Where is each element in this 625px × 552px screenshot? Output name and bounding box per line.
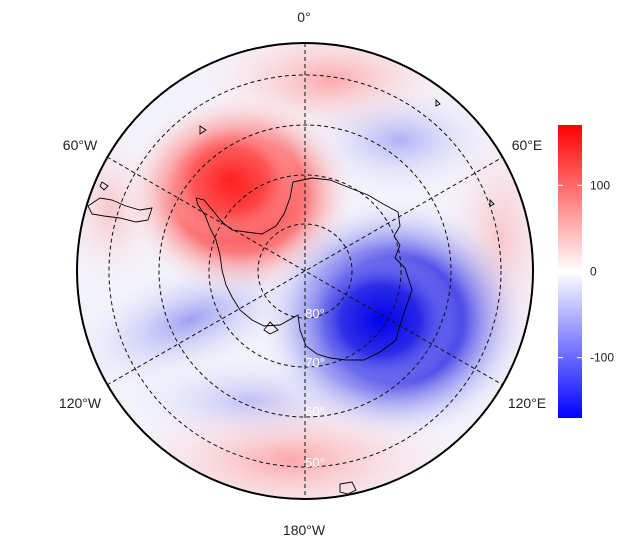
lon-label-60e: 60°E	[512, 137, 543, 153]
graticule	[106, 43, 504, 499]
lon-label-60w: 60°W	[63, 137, 98, 153]
lon-label-120e: 120°E	[508, 395, 546, 411]
colorbar-tick-label: 0	[590, 265, 597, 279]
lat-label-80: 80°	[305, 306, 325, 321]
lat-label-60: 60°	[305, 404, 325, 419]
colorbar-tick-label: -100	[590, 351, 614, 365]
lat-label-50: 50°	[305, 455, 325, 470]
lat-label-70: 70°	[305, 355, 325, 370]
coastlines	[87, 98, 495, 495]
lon-label-120w: 120°W	[59, 395, 102, 411]
lon-label-180w: 180°W	[283, 522, 326, 538]
anomaly-field	[77, 43, 533, 499]
colorbar-tick-label: 100	[590, 178, 610, 192]
map-boundary	[76, 42, 534, 500]
lon-label-0: 0°	[297, 9, 310, 25]
colorbar: 100 0 -100	[558, 125, 614, 418]
